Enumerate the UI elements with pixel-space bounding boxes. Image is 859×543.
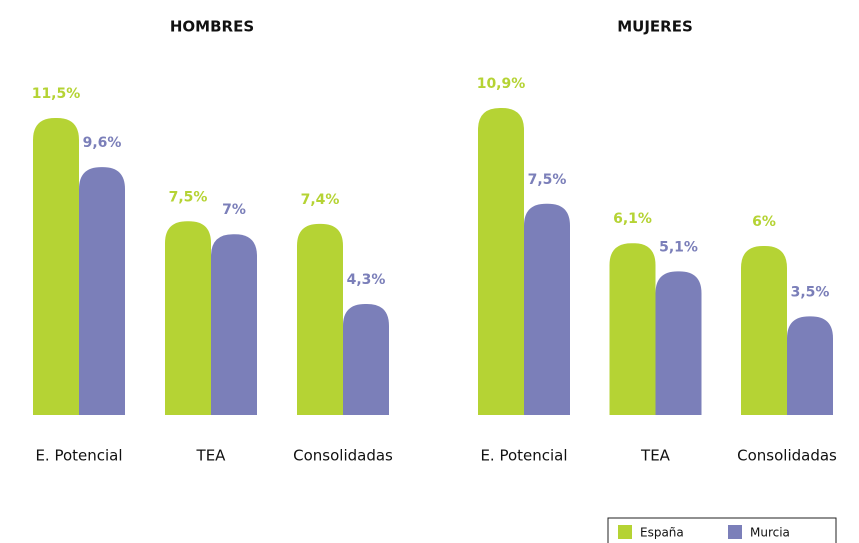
bar <box>165 221 211 415</box>
bar <box>478 108 524 415</box>
bar <box>741 246 787 415</box>
legend-swatch <box>618 525 632 539</box>
data-label: 11,5% <box>32 86 81 102</box>
legend-label: Murcia <box>750 526 790 540</box>
data-label: 6% <box>752 214 776 230</box>
data-label: 4,3% <box>347 272 386 288</box>
x-tick-label: TEA <box>640 447 671 465</box>
data-label: 5,1% <box>659 239 698 255</box>
data-label: 7,5% <box>169 189 208 205</box>
x-tick-label: E. Potencial <box>35 447 122 465</box>
bar <box>211 234 257 415</box>
bar <box>524 203 570 415</box>
chart-title: MUJERES <box>617 18 693 36</box>
data-label: 7,4% <box>301 192 340 208</box>
legend-swatch <box>728 525 742 539</box>
x-tick-label: Consolidadas <box>293 447 393 465</box>
legend-box <box>607 517 837 543</box>
chart-title: HOMBRES <box>170 18 254 36</box>
bar <box>297 223 343 415</box>
bar <box>343 303 389 415</box>
data-label: 7% <box>222 202 246 218</box>
x-tick-label: TEA <box>196 447 227 465</box>
data-label: 3,5% <box>791 284 830 300</box>
data-label: 7,5% <box>528 172 567 188</box>
data-label: 10,9% <box>477 76 526 92</box>
data-label: 6,1% <box>613 211 652 227</box>
data-label: 9,6% <box>83 135 122 151</box>
legend-label: España <box>640 526 684 540</box>
bar <box>655 271 702 415</box>
bar <box>787 316 833 415</box>
bar <box>79 167 125 415</box>
bar <box>33 118 79 415</box>
bar <box>609 243 656 415</box>
x-tick-label: Consolidadas <box>737 447 837 465</box>
x-tick-label: E. Potencial <box>480 447 567 465</box>
